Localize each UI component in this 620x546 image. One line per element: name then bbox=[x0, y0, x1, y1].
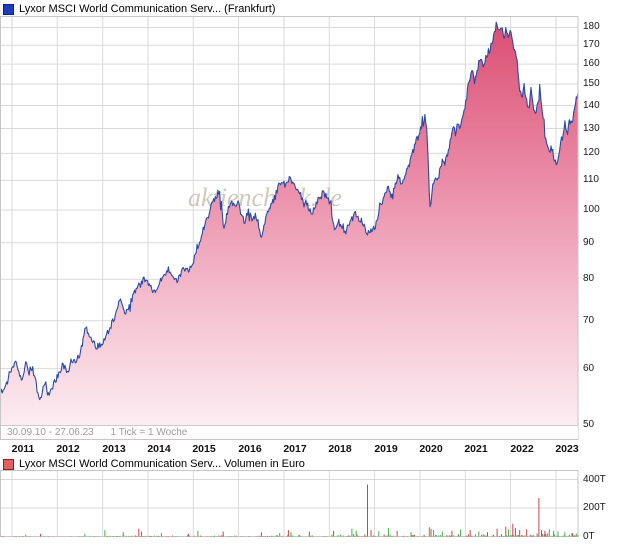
price-y-axis-label: 140 bbox=[583, 100, 600, 111]
price-y-axis-label: 120 bbox=[583, 147, 600, 158]
date-range-label: 30.09.10 - 27.06.23 bbox=[7, 427, 94, 438]
x-axis-year-label: 2021 bbox=[464, 443, 488, 455]
price-y-axis-label: 150 bbox=[583, 78, 600, 89]
price-chart-svg: aktiencheck.de bbox=[0, 16, 579, 440]
price-y-axis-label: 130 bbox=[583, 123, 600, 134]
price-y-axis-label: 160 bbox=[583, 58, 600, 69]
x-axis-year-label: 2016 bbox=[238, 443, 262, 455]
x-axis-year-label: 2019 bbox=[374, 443, 398, 455]
price-chart-plot-area: aktiencheck.de 30.09.10 - 27.06.23 1 Tic… bbox=[0, 16, 620, 440]
price-y-axis-label: 70 bbox=[583, 315, 595, 326]
x-axis-year-label: 2020 bbox=[419, 443, 443, 455]
price-chart-legend: Lyxor MSCI World Communication Serv... (… bbox=[3, 2, 276, 16]
price-chart-title: Lyxor MSCI World Communication Serv... (… bbox=[19, 3, 276, 15]
x-axis-year-label: 2022 bbox=[510, 443, 534, 455]
x-axis-year-label: 2011 bbox=[11, 443, 35, 455]
price-y-axis-label: 110 bbox=[583, 174, 599, 185]
volume-y-axis-label: 200T bbox=[583, 502, 606, 513]
volume-chart-legend: Lyxor MSCI World Communication Serv... V… bbox=[3, 457, 305, 471]
price-y-axis-label: 100 bbox=[583, 204, 600, 215]
x-axis-year-label: 2018 bbox=[328, 443, 352, 455]
x-axis-year-label: 2015 bbox=[192, 443, 216, 455]
x-axis-year-label: 2023 bbox=[555, 443, 579, 455]
price-y-axis-label: 80 bbox=[583, 273, 595, 284]
price-y-axis-label: 50 bbox=[583, 419, 595, 430]
chart-footer: 30.09.10 - 27.06.23 1 Tick = 1 Woche bbox=[1, 425, 578, 439]
price-y-axis-label: 180 bbox=[583, 21, 600, 32]
x-axis-year-label: 2012 bbox=[56, 443, 80, 455]
volume-y-axis-label: 0T bbox=[583, 531, 595, 542]
price-y-axis-label: 60 bbox=[583, 363, 595, 374]
volume-y-axis-label: 400T bbox=[583, 474, 606, 485]
x-axis-year-label: 2014 bbox=[147, 443, 171, 455]
tick-interval-label: 1 Tick = 1 Woche bbox=[110, 427, 188, 438]
price-y-axis-label: 90 bbox=[583, 237, 595, 248]
volume-series-marker-icon bbox=[3, 458, 14, 470]
volume-chart-plot-area bbox=[0, 470, 620, 538]
x-axis-year-label: 2013 bbox=[102, 443, 126, 455]
x-axis-year-label: 2017 bbox=[283, 443, 307, 455]
volume-chart-title: Lyxor MSCI World Communication Serv... V… bbox=[19, 458, 305, 470]
price-y-axis-label: 170 bbox=[583, 39, 600, 50]
price-series-marker-icon bbox=[3, 3, 14, 15]
volume-chart-svg bbox=[0, 470, 579, 537]
